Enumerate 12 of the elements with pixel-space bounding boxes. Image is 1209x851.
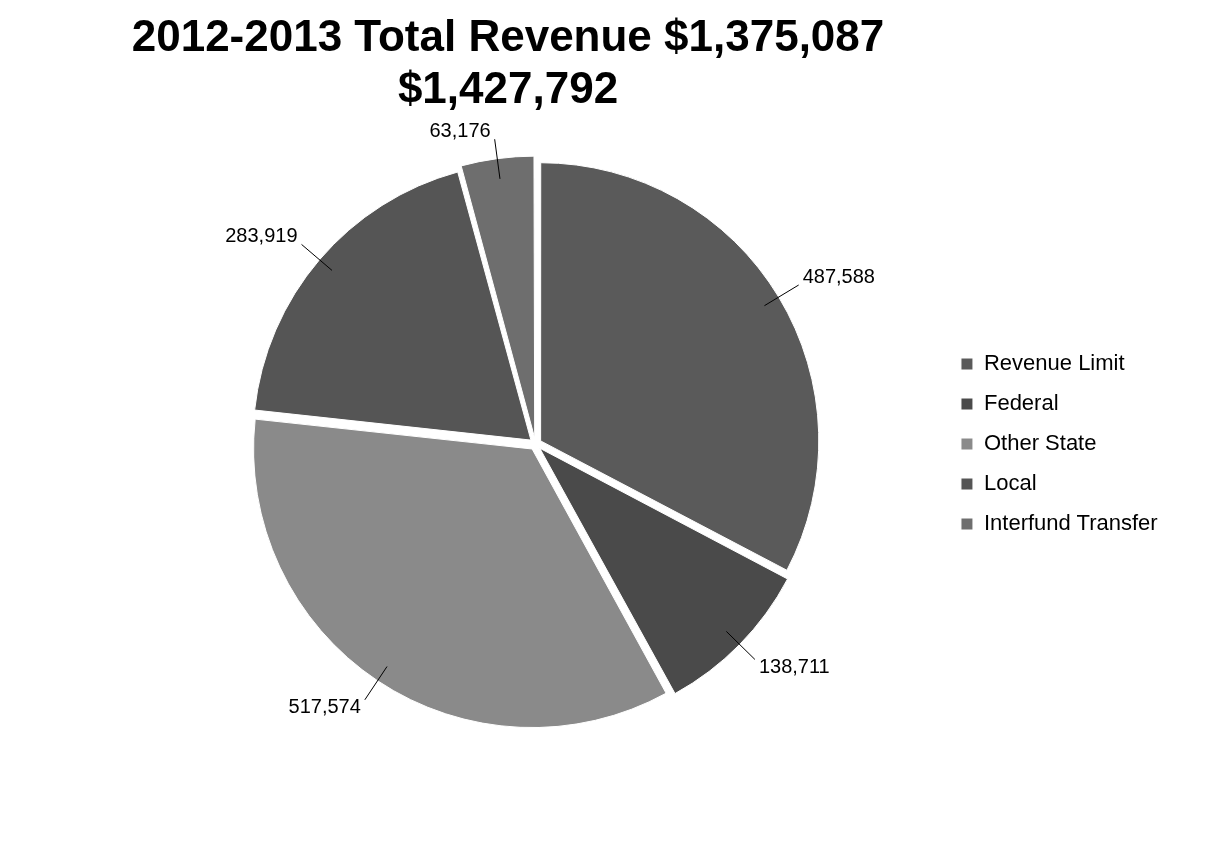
legend-label: Interfund Transfer [983, 510, 1158, 536]
legend-label: Other State [983, 430, 1097, 456]
legend-label: Federal [983, 390, 1059, 416]
legend-label: Local [983, 470, 1037, 496]
data-label: 138,711 [758, 654, 830, 677]
legend-label: Revenue Limit [983, 350, 1125, 376]
data-label: 63,176 [429, 118, 491, 141]
chart-title: 2012-2013 Total Revenue $1,375,087 [130, 10, 886, 62]
data-label: 283,919 [225, 223, 298, 246]
data-label: 487,588 [802, 264, 875, 287]
chart-subtitle: $1,427,792 [396, 62, 620, 114]
data-label: 517,574 [288, 695, 361, 718]
